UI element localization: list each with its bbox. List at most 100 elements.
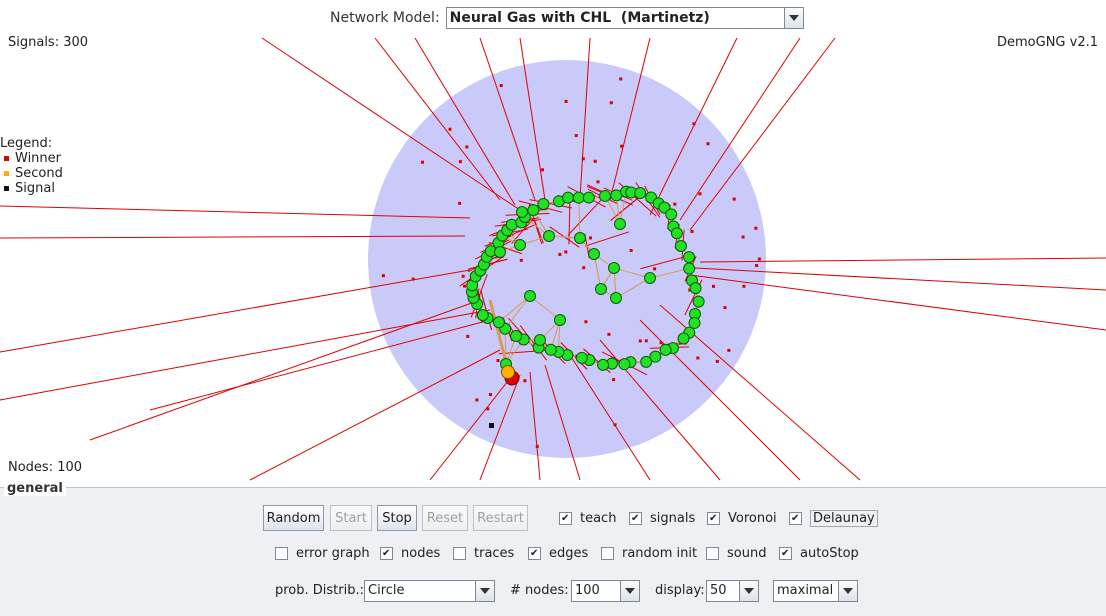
network-node [583, 192, 594, 203]
signal-dot [755, 264, 758, 267]
signal-dot [459, 160, 462, 163]
checkbox-box[interactable] [779, 547, 792, 560]
network-node [693, 296, 704, 307]
network-model-select[interactable]: Neural Gas with CHL (Martinetz) [446, 7, 804, 29]
checkbox-box[interactable] [528, 547, 541, 560]
nodes-count-select[interactable]: 100 [571, 580, 640, 602]
teach-checkbox[interactable]: teach [559, 509, 616, 527]
checkbox-box[interactable] [706, 547, 719, 560]
network-node [589, 249, 600, 260]
edges-checkbox[interactable]: edges [528, 544, 588, 562]
random-button[interactable]: Random [263, 505, 324, 531]
chevron-down-icon[interactable] [620, 581, 639, 601]
stop-button[interactable]: Stop [377, 505, 417, 531]
distribution-select[interactable]: Circle [364, 580, 495, 602]
signal-dot [596, 180, 599, 183]
network-node [545, 344, 556, 355]
nodes-checkbox[interactable]: nodes [380, 544, 440, 562]
checkbox-box[interactable] [380, 547, 393, 560]
sound-checkbox[interactable]: sound [706, 544, 766, 562]
error-graph-checkbox[interactable]: error graph [275, 544, 370, 562]
signal-dot [558, 253, 561, 256]
start-button[interactable]: Start [330, 505, 372, 531]
second-node [502, 366, 515, 379]
traces-checkbox[interactable]: traces [453, 544, 514, 562]
legend: Legend: Winner Second Signal [0, 136, 63, 196]
reset-button[interactable]: Reset [422, 505, 468, 531]
speed-select[interactable]: maximal [773, 580, 858, 602]
checkbox-label: Voronoi [728, 511, 777, 526]
network-node [666, 209, 677, 220]
signals-checkbox[interactable]: signals [629, 509, 695, 527]
legend-item-winner: Winner [0, 151, 63, 166]
checkbox-box[interactable] [601, 547, 614, 560]
legend-item-signal: Signal [0, 181, 63, 196]
network-node [671, 228, 682, 239]
signal-dot [733, 198, 736, 201]
nodes-count-value: 100 [572, 581, 620, 601]
chevron-down-icon[interactable] [739, 581, 758, 601]
signal-dot [465, 145, 468, 148]
network-node [635, 187, 646, 198]
signal-dot [723, 306, 726, 309]
checkbox-label: random init [622, 546, 697, 561]
signal-dot [582, 266, 585, 269]
signal-dot [466, 335, 469, 338]
checkbox-box[interactable] [559, 512, 572, 525]
version-label: DemoGNG v2.1 [997, 35, 1098, 50]
chevron-down-icon[interactable] [475, 581, 494, 601]
signal-dot [693, 122, 696, 125]
signal-dot [565, 100, 568, 103]
signal-dot [564, 250, 567, 253]
signal-dot [497, 359, 500, 362]
checkbox-label: signals [650, 511, 695, 526]
signal-dot [645, 339, 648, 342]
signal-dot [758, 257, 761, 260]
signal-dot [696, 357, 699, 360]
checkbox-box[interactable] [707, 512, 720, 525]
checkbox-label: edges [549, 546, 588, 561]
signal-dot [584, 320, 587, 323]
signal-dot [742, 236, 745, 239]
network-node [678, 333, 689, 344]
signal-dot [520, 259, 523, 262]
signal-dot [449, 128, 452, 131]
legend-label: Second [15, 166, 63, 181]
signal-dot [699, 192, 702, 195]
legend-item-second: Second [0, 166, 63, 181]
checkbox-box[interactable] [453, 547, 466, 560]
signal-dot [630, 249, 633, 252]
network-node [563, 192, 574, 203]
signal-dot [610, 101, 613, 104]
network-model-row: Network Model: Neural Gas with CHL (Mart… [330, 6, 804, 30]
voronoi-checkbox[interactable]: Voronoi [707, 509, 777, 527]
checkbox-box[interactable] [275, 547, 288, 560]
signal-dot [594, 160, 597, 163]
display-select[interactable]: 50 [706, 580, 759, 602]
signal-dot [421, 161, 424, 164]
checkbox-box[interactable] [629, 512, 642, 525]
checkbox-label: nodes [401, 546, 440, 561]
legend-label: Signal [15, 181, 55, 196]
signal-dot [707, 142, 710, 145]
signal-dot [575, 134, 578, 137]
delaunay-checkbox[interactable]: Delaunay [789, 509, 878, 527]
network-node [517, 207, 528, 218]
network-node [684, 252, 695, 263]
checkbox-label: autoStop [800, 546, 859, 561]
network-node [528, 205, 539, 216]
restart-button[interactable]: Restart [473, 505, 528, 531]
random-init-checkbox[interactable]: random init [601, 544, 697, 562]
checkbox-label: Delaunay [810, 510, 878, 527]
chevron-down-icon[interactable] [784, 8, 803, 28]
network-node [477, 310, 488, 321]
signal-dot [523, 379, 526, 382]
display-label: display: [655, 580, 705, 602]
network-node [690, 283, 701, 294]
chevron-down-icon[interactable] [838, 581, 857, 601]
signal-dot [486, 407, 489, 410]
autostop-checkbox[interactable]: autoStop [779, 544, 859, 562]
simulation-canvas[interactable] [0, 0, 1106, 487]
checkbox-box[interactable] [789, 512, 802, 525]
distribution-label: prob. Distrib.: [275, 580, 364, 602]
